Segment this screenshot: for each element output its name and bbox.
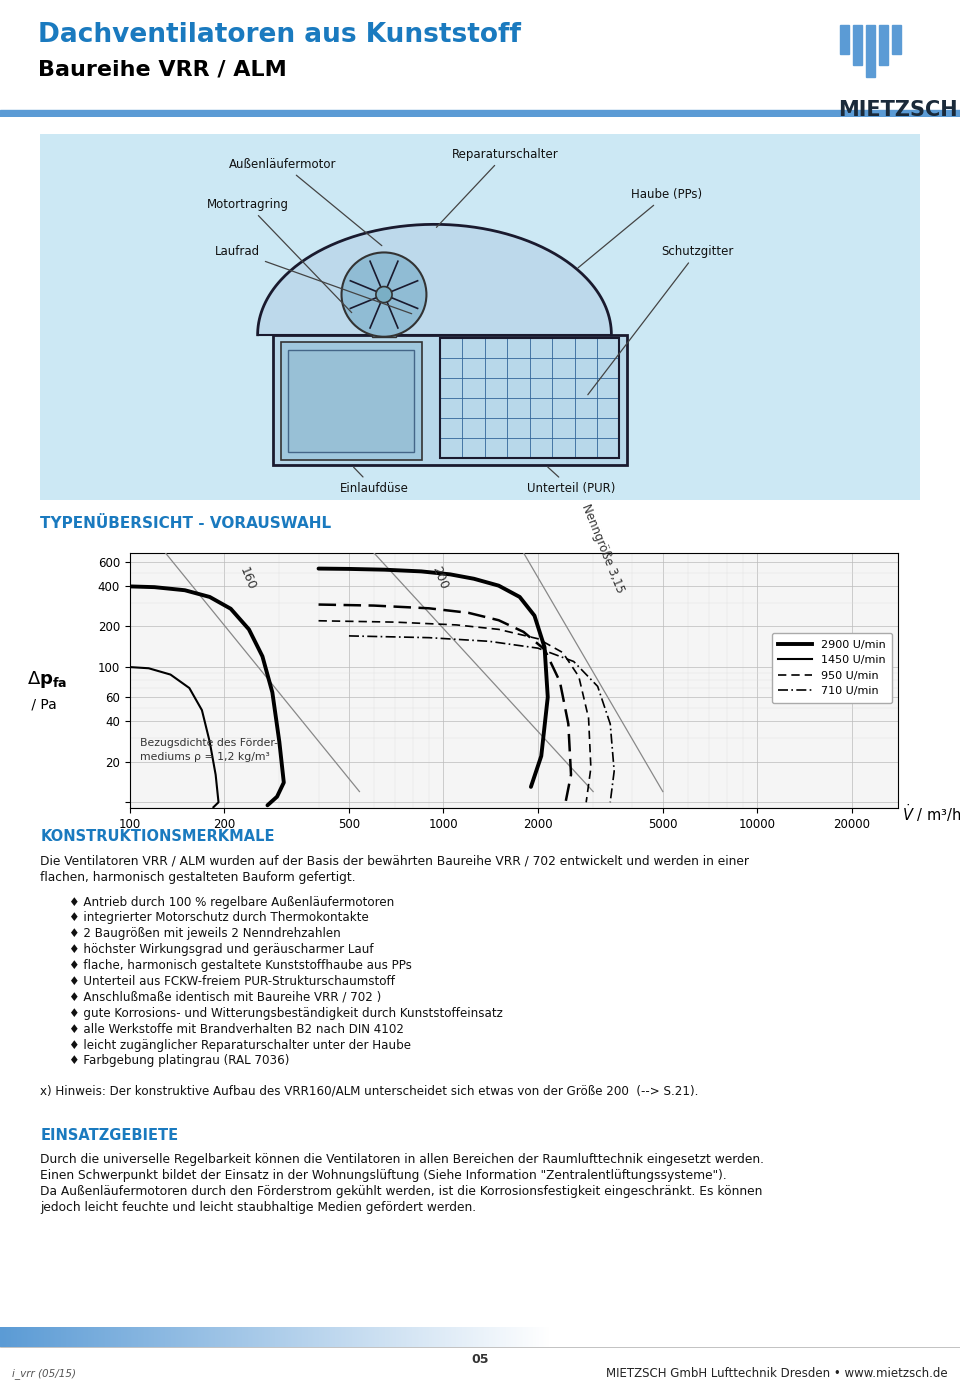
Text: Einen Schwerpunkt bildet der Einsatz in der Wohnungslüftung (Siehe Information ": Einen Schwerpunkt bildet der Einsatz in … — [40, 1169, 727, 1182]
Text: EINSATZGEBIETE: EINSATZGEBIETE — [40, 1128, 179, 1143]
Text: 05: 05 — [471, 1353, 489, 1367]
Text: MIETZSCH: MIETZSCH — [838, 101, 958, 120]
Text: / Pa: / Pa — [27, 698, 57, 712]
Circle shape — [342, 253, 426, 337]
Text: ♦ integrierter Motorschutz durch Thermokontakte: ♦ integrierter Motorschutz durch Thermok… — [69, 912, 369, 925]
Text: Unterteil (PUR): Unterteil (PUR) — [527, 467, 615, 495]
Legend: 2900 U/min, 1450 U/min, 950 U/min, 710 U/min: 2900 U/min, 1450 U/min, 950 U/min, 710 U… — [772, 633, 892, 703]
Text: TYPENÜBERSICHT - VORAUSWAHL: TYPENÜBERSICHT - VORAUSWAHL — [40, 517, 331, 531]
Text: i_vrr (05/15): i_vrr (05/15) — [12, 1368, 76, 1379]
Bar — [853, 25, 862, 65]
Text: MIETZSCH GmbH Lufttechnik Dresden • www.mietzsch.de: MIETZSCH GmbH Lufttechnik Dresden • www.… — [607, 1367, 948, 1381]
Bar — [288, 350, 415, 452]
Text: ♦ Antrieb durch 100 % regelbare Außenläufermotoren: ♦ Antrieb durch 100 % regelbare Außenläu… — [69, 896, 395, 908]
Bar — [273, 334, 627, 466]
Text: Durch die universelle Regelbarkeit können die Ventilatoren in allen Bereichen de: Durch die universelle Regelbarkeit könne… — [40, 1153, 764, 1166]
Text: 200: 200 — [429, 565, 450, 591]
Text: ♦ 2 Baugrößen mit jeweils 2 Nenndrehzahlen: ♦ 2 Baugrößen mit jeweils 2 Nenndrehzahl… — [69, 927, 341, 940]
Text: KONSTRUKTIONSMERKMALE: KONSTRUKTIONSMERKMALE — [40, 829, 275, 844]
Text: Motortragring: Motortragring — [206, 198, 351, 312]
Text: ♦ Farbgebung platingrau (RAL 7036): ♦ Farbgebung platingrau (RAL 7036) — [69, 1054, 290, 1067]
Text: Reparaturschalter: Reparaturschalter — [437, 148, 559, 228]
Bar — [892, 25, 901, 54]
Bar — [281, 341, 422, 460]
Bar — [440, 337, 619, 459]
Bar — [372, 294, 396, 337]
Bar — [879, 25, 888, 65]
Bar — [840, 25, 849, 54]
Circle shape — [376, 286, 392, 303]
Text: ♦ höchster Wirkungsgrad und geräuscharmer Lauf: ♦ höchster Wirkungsgrad und geräuscharme… — [69, 943, 373, 956]
Text: flachen, harmonisch gestalteten Bauform gefertigt.: flachen, harmonisch gestalteten Bauform … — [40, 871, 356, 883]
Text: 160: 160 — [237, 565, 258, 591]
Text: $\Delta\mathbf{p}_{\mathbf{fa}}$: $\Delta\mathbf{p}_{\mathbf{fa}}$ — [27, 669, 67, 691]
Polygon shape — [257, 224, 612, 334]
Text: $\dot{V}$ / m³/h: $\dot{V}$ / m³/h — [902, 802, 960, 824]
Text: jedoch leicht feuchte und leicht staubhaltige Medien gefördert werden.: jedoch leicht feuchte und leicht staubha… — [40, 1201, 476, 1213]
Text: Einlaufdüse: Einlaufdüse — [340, 467, 408, 495]
Text: Bezugsdichte des Förder-
mediums ρ = 1,2 kg/m³: Bezugsdichte des Förder- mediums ρ = 1,2… — [140, 738, 278, 761]
Text: ♦ leicht zugänglicher Reparaturschalter unter der Haube: ♦ leicht zugänglicher Reparaturschalter … — [69, 1039, 411, 1052]
Text: ♦ alle Werkstoffe mit Brandverhalten B2 nach DIN 4102: ♦ alle Werkstoffe mit Brandverhalten B2 … — [69, 1023, 404, 1035]
Text: ♦ Anschlußmaße identisch mit Baureihe VRR / 702 ): ♦ Anschlußmaße identisch mit Baureihe VR… — [69, 991, 381, 1003]
Text: Laufrad: Laufrad — [215, 245, 412, 314]
Text: Schutzgitter: Schutzgitter — [588, 245, 733, 395]
Text: ♦ Unterteil aus FCKW-freiem PUR-Strukturschaumstoff: ♦ Unterteil aus FCKW-freiem PUR-Struktur… — [69, 976, 396, 988]
Text: Haube (PPs): Haube (PPs) — [578, 188, 703, 268]
Bar — [0, 111, 960, 117]
Text: Die Ventilatoren VRR / ALM wurden auf der Basis der bewährten Baureihe VRR / 702: Die Ventilatoren VRR / ALM wurden auf de… — [40, 854, 750, 867]
Text: ♦ flache, harmonisch gestaltete Kunststoffhaube aus PPs: ♦ flache, harmonisch gestaltete Kunststo… — [69, 959, 412, 972]
Text: Nenngröße 3,15: Nenngröße 3,15 — [579, 502, 627, 594]
Bar — [866, 25, 875, 77]
Text: Da Außenläufermotoren durch den Förderstrom gekühlt werden, ist die Korrosionsfe: Da Außenläufermotoren durch den Förderst… — [40, 1184, 762, 1198]
Text: Baureihe VRR / ALM: Baureihe VRR / ALM — [38, 59, 287, 79]
Text: Außenläufermotor: Außenläufermotor — [229, 158, 382, 246]
Text: ♦ gute Korrosions- und Witterungsbeständigkeit durch Kunststoffeinsatz: ♦ gute Korrosions- und Witterungsbeständ… — [69, 1006, 503, 1020]
Text: x) Hinweis: Der konstruktive Aufbau des VRR160/ALM unterscheidet sich etwas von : x) Hinweis: Der konstruktive Aufbau des … — [40, 1083, 699, 1097]
Text: Dachventilatoren aus Kunststoff: Dachventilatoren aus Kunststoff — [38, 22, 521, 48]
